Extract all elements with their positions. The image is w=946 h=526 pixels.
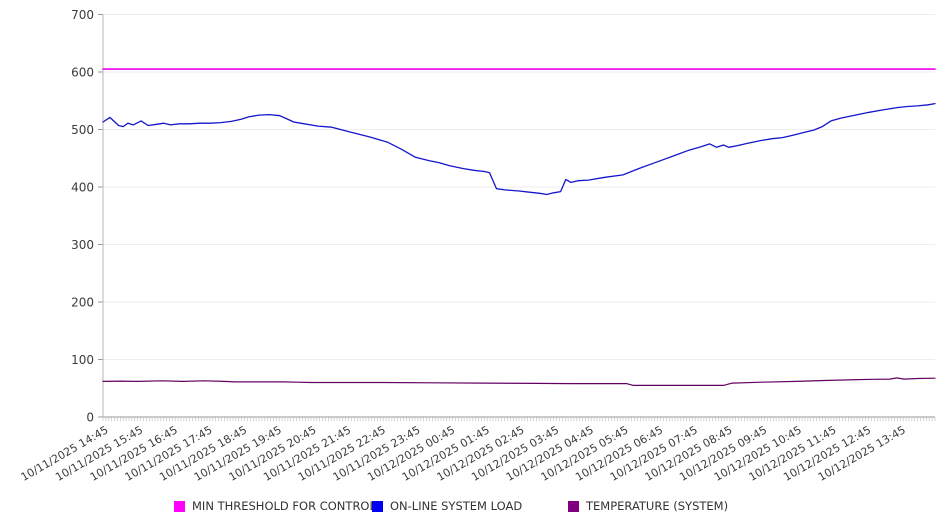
y-tick-label: 300 [71,238,94,252]
y-tick-label: 600 [71,66,94,80]
legend-label-online-system-load: ON-LINE SYSTEM LOAD [390,499,523,513]
legend-label-min-threshold: MIN THRESHOLD FOR CONTROL [192,499,376,513]
y-tick-label: 0 [86,411,94,425]
y-axis-ticks: 0 100 200 300 400 500 600 700 [71,8,103,425]
legend-swatch-min-threshold-icon [174,500,185,512]
y-tick-label: 200 [71,296,94,310]
legend-label-temperature-system: TEMPERATURE (SYSTEM) [586,499,729,513]
gridlines [103,14,935,418]
line-chart: 0 100 200 300 400 500 600 700 10/11/2025 14:4510… [19,8,936,484]
legend-item-temperature-system[interactable]: TEMPERATURE (SYSTEM) [568,499,728,513]
legend-item-min-threshold[interactable]: MIN THRESHOLD FOR CONTROL [174,499,376,513]
series-line-1 [102,102,936,196]
legend-swatch-online-system-load-icon [372,500,383,512]
series-line-2 [102,377,936,386]
legend-swatch-temperature-system-icon [568,500,579,512]
legend-item-online-system-load[interactable]: ON-LINE SYSTEM LOAD [372,499,522,513]
y-tick-label: 100 [71,353,94,367]
y-tick-label: 400 [71,181,94,195]
y-tick-label: 500 [71,123,94,137]
y-tick-label: 700 [71,8,94,22]
x-axis-minor-ticks [102,417,936,421]
